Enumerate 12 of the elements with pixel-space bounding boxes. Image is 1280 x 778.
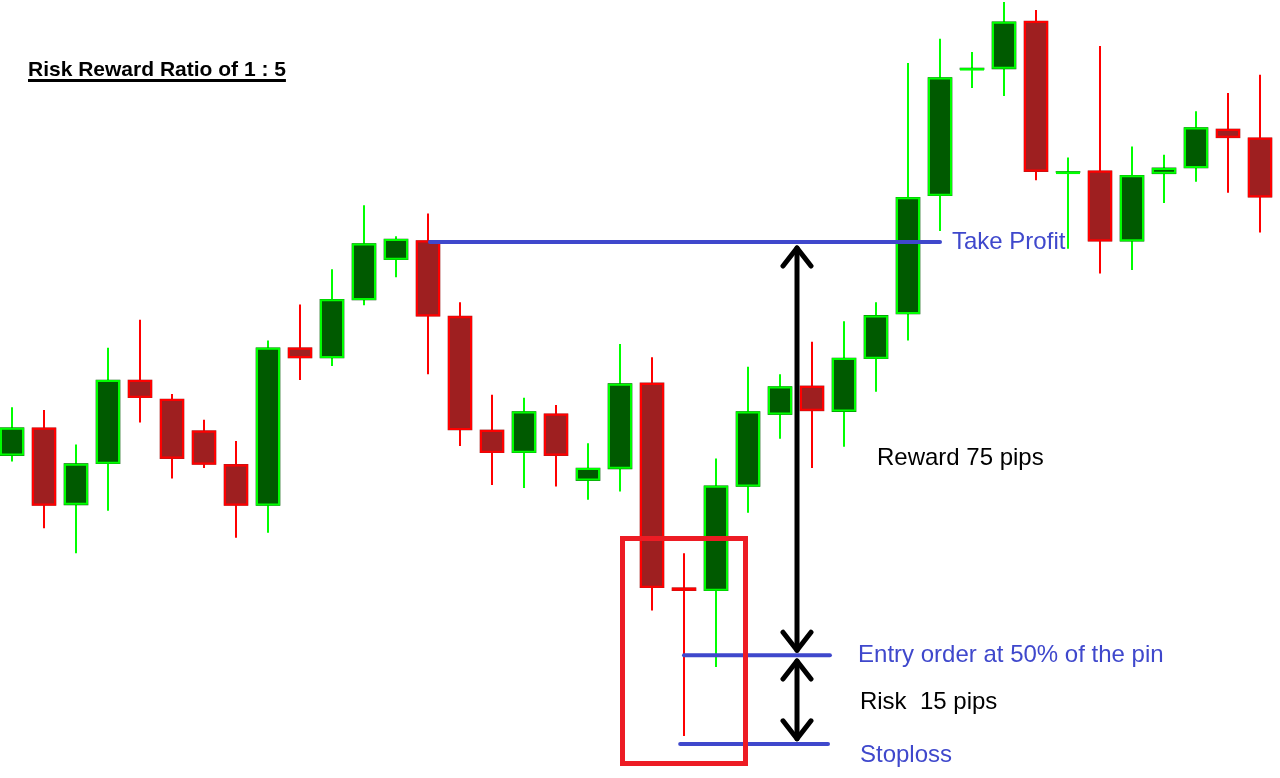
annotation: Risk 15 pips	[859, 687, 998, 715]
candlestick	[1215, 92, 1241, 194]
candlestick	[127, 318, 153, 424]
candlestick	[287, 303, 313, 382]
candlestick	[575, 442, 601, 501]
ref-line-label: Take Profit	[952, 226, 1066, 254]
candlestick	[1151, 153, 1177, 205]
candlestick	[671, 552, 697, 738]
ref-line-label: Entry order at 50% of the pin	[858, 639, 1164, 667]
text: Risk Reward Ratio of 1 : 5	[28, 57, 286, 80]
ref-line-label: Stoploss	[860, 739, 953, 767]
annotation: Reward 75 pips	[876, 443, 1044, 471]
